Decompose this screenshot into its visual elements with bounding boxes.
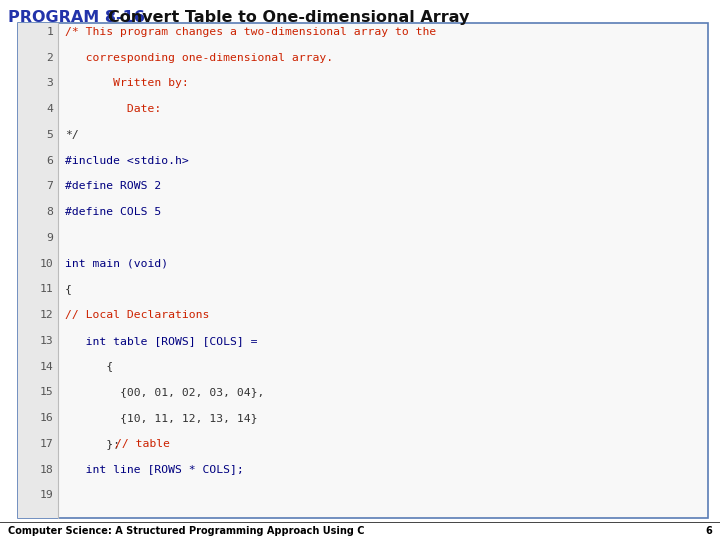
Text: int main (void): int main (void) xyxy=(65,259,168,268)
Text: 6: 6 xyxy=(706,526,712,536)
Text: Date:: Date: xyxy=(65,104,161,114)
Text: int table [ROWS] [COLS] =: int table [ROWS] [COLS] = xyxy=(65,336,258,346)
Text: 12: 12 xyxy=(40,310,53,320)
Text: 16: 16 xyxy=(40,413,53,423)
Text: 6: 6 xyxy=(46,156,53,166)
Text: 2: 2 xyxy=(46,53,53,63)
Text: */: */ xyxy=(65,130,78,140)
Text: int line [ROWS * COLS];: int line [ROWS * COLS]; xyxy=(65,464,244,475)
Text: 14: 14 xyxy=(40,362,53,372)
Text: 1: 1 xyxy=(46,27,53,37)
Text: {00, 01, 02, 03, 04},: {00, 01, 02, 03, 04}, xyxy=(65,387,264,397)
Text: 15: 15 xyxy=(40,387,53,397)
Text: 7: 7 xyxy=(46,181,53,191)
Text: 11: 11 xyxy=(40,285,53,294)
Text: 5: 5 xyxy=(46,130,53,140)
Text: #include <stdio.h>: #include <stdio.h> xyxy=(65,156,189,166)
Text: #define ROWS 2: #define ROWS 2 xyxy=(65,181,161,191)
Text: 4: 4 xyxy=(46,104,53,114)
Text: Computer Science: A Structured Programming Approach Using C: Computer Science: A Structured Programmi… xyxy=(8,526,364,536)
Text: {: { xyxy=(65,285,72,294)
Text: PROGRAM 8-16: PROGRAM 8-16 xyxy=(8,10,145,25)
FancyBboxPatch shape xyxy=(18,23,58,518)
Text: 10: 10 xyxy=(40,259,53,268)
Text: 19: 19 xyxy=(40,490,53,500)
Text: Written by:: Written by: xyxy=(65,78,189,89)
Text: {: { xyxy=(65,362,113,372)
Text: corresponding one-dimensional array.: corresponding one-dimensional array. xyxy=(65,53,333,63)
Text: // table: // table xyxy=(115,439,171,449)
Text: /* This program changes a two-dimensional array to the: /* This program changes a two-dimensiona… xyxy=(65,27,436,37)
Text: // Local Declarations: // Local Declarations xyxy=(65,310,210,320)
Text: 9: 9 xyxy=(46,233,53,243)
Text: Convert Table to One-dimensional Array: Convert Table to One-dimensional Array xyxy=(108,10,469,25)
Text: 17: 17 xyxy=(40,439,53,449)
Text: {10, 11, 12, 13, 14}: {10, 11, 12, 13, 14} xyxy=(65,413,258,423)
Text: #define COLS 5: #define COLS 5 xyxy=(65,207,161,217)
Text: };: }; xyxy=(65,439,127,449)
FancyBboxPatch shape xyxy=(18,23,708,518)
Text: 13: 13 xyxy=(40,336,53,346)
Text: 8: 8 xyxy=(46,207,53,217)
Text: 18: 18 xyxy=(40,464,53,475)
Text: 3: 3 xyxy=(46,78,53,89)
